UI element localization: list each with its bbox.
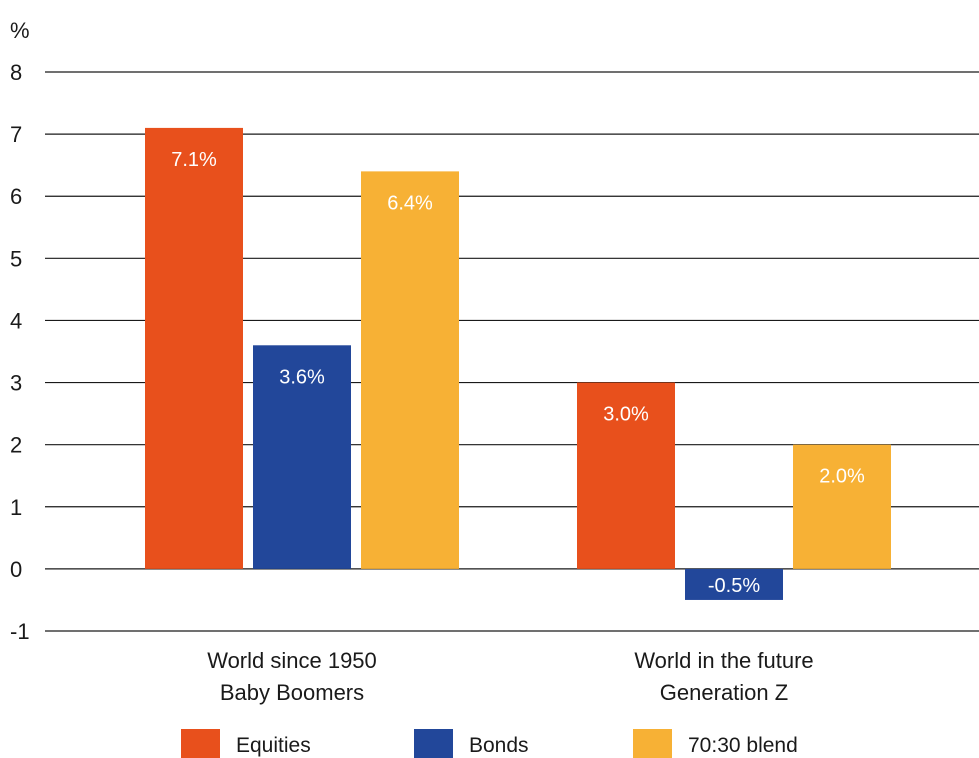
- legend-label: 70:30 blend: [688, 734, 798, 757]
- legend-label: Bonds: [469, 734, 529, 757]
- data-label: 6.4%: [387, 192, 433, 214]
- bar: [793, 444, 891, 569]
- y-tick-label: 3: [10, 371, 22, 396]
- y-tick-label: 2: [10, 433, 22, 458]
- y-tick-label: 7: [10, 122, 22, 147]
- category-label: Generation Z: [660, 680, 788, 705]
- legend: Equities Bonds 70:30 blend: [181, 729, 798, 758]
- category-label: Baby Boomers: [220, 680, 364, 705]
- y-tick-label: 1: [10, 495, 22, 520]
- y-tick-label: 0: [10, 557, 22, 582]
- category-label: World in the future: [634, 648, 813, 673]
- y-tick-label: 8: [10, 60, 22, 85]
- legend-swatch: [633, 729, 672, 758]
- data-label: 3.0%: [603, 404, 649, 426]
- bar: [577, 382, 675, 569]
- bar: [253, 345, 351, 569]
- y-tick-label: 5: [10, 246, 22, 271]
- legend-swatch: [414, 729, 453, 758]
- y-tick-label: -1: [10, 619, 30, 644]
- y-axis-unit-label: %: [10, 18, 30, 43]
- y-tick-label: 6: [10, 184, 22, 209]
- y-axis-ticks: -1 0 1 2 3 4 5 6 7 8: [10, 60, 30, 644]
- legend-swatch: [181, 729, 220, 758]
- data-label: -0.5%: [708, 575, 760, 597]
- y-tick-label: 4: [10, 308, 22, 333]
- data-label: 3.6%: [279, 366, 325, 388]
- bars: [145, 127, 891, 600]
- data-label: 2.0%: [819, 466, 865, 488]
- data-label: 7.1%: [171, 149, 217, 171]
- data-labels: 7.1% 3.0% 3.6% -0.5% 6.4% 2.0%: [171, 149, 865, 597]
- category-label: World since 1950: [207, 648, 377, 673]
- bar: [361, 171, 459, 569]
- bar: [685, 568, 783, 600]
- category-labels: World since 1950 Baby Boomers World in the…: [207, 648, 813, 705]
- bar: [145, 127, 243, 569]
- legend-label: Equities: [236, 734, 311, 757]
